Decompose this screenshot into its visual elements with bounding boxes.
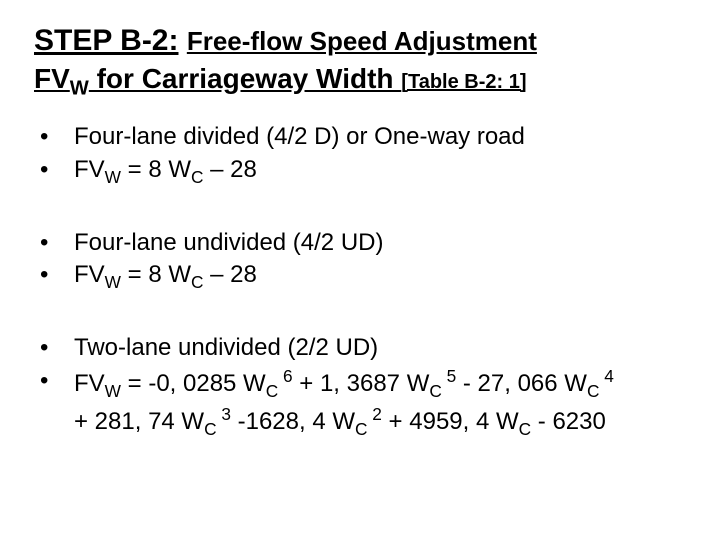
eq-part: + 4959, 4 W xyxy=(382,408,519,435)
title-tableref: [Table B-2: 1] xyxy=(401,71,526,93)
eq-sub: C xyxy=(204,419,216,439)
eq-part: = 8 W xyxy=(121,261,191,288)
eq-sub: W xyxy=(105,166,121,186)
bullet-text: Four-lane divided (4/2 D) or One-way roa… xyxy=(74,121,686,153)
bullet-icon: • xyxy=(34,154,74,186)
eq-part: FV xyxy=(74,261,105,288)
bullet-icon: • xyxy=(34,227,74,259)
eq-part: = 8 W xyxy=(121,156,191,183)
eq-sub: W xyxy=(105,272,121,292)
eq-sub: C xyxy=(429,381,441,401)
title-fvw: FVW for Carriageway Width xyxy=(34,63,401,94)
eq-part: FV xyxy=(74,370,105,397)
bullet-icon: • xyxy=(34,365,74,397)
list-item: • Four-lane undivided (4/2 UD) xyxy=(34,227,686,259)
list-item: • Four-lane divided (4/2 D) or One-way r… xyxy=(34,121,686,153)
slide-title: STEP B-2: Free-flow Speed Adjustment FVW… xyxy=(34,22,686,101)
eq-sup: 3 xyxy=(217,404,231,424)
eq-sub: C xyxy=(191,166,203,186)
fvw-pre: FV xyxy=(34,63,70,94)
eq-part: -1628, 4 W xyxy=(231,408,355,435)
step-label: STEP B-2: xyxy=(34,24,178,57)
fvw-post: for Carriageway Width xyxy=(89,63,401,94)
list-item: • FVW = -0, 0285 WC 6 + 1, 3687 WC 5 - 2… xyxy=(34,365,686,441)
bullet-text: Four-lane undivided (4/2 UD) xyxy=(74,227,686,259)
eq-sub: C xyxy=(587,381,599,401)
eq-part: FV xyxy=(74,156,105,183)
slide: STEP B-2: Free-flow Speed Adjustment FVW… xyxy=(0,0,720,540)
bullet-group-1: • Four-lane divided (4/2 D) or One-way r… xyxy=(34,121,686,189)
bullet-text: FVW = 8 WC – 28 xyxy=(74,259,686,294)
bullet-text: FVW = 8 WC – 28 xyxy=(74,154,686,189)
eq-part: + 281, 74 W xyxy=(74,408,204,435)
eq-part: - 6230 xyxy=(531,408,606,435)
bullet-icon: • xyxy=(34,259,74,291)
title-subtitle: Free-flow Speed Adjustment xyxy=(187,26,537,56)
eq-sup: 6 xyxy=(278,366,292,386)
eq-part: + 1, 3687 W xyxy=(293,370,430,397)
bullet-group-3: • Two-lane undivided (2/2 UD) • FVW = -0… xyxy=(34,332,686,441)
list-item: • FVW = 8 WC – 28 xyxy=(34,259,686,294)
bullet-text: Two-lane undivided (2/2 UD) xyxy=(74,332,686,364)
eq-sub: C xyxy=(355,419,367,439)
eq-sub: C xyxy=(519,419,531,439)
eq-part: – 28 xyxy=(203,261,256,288)
eq-part: - 27, 066 W xyxy=(456,370,587,397)
eq-sub: C xyxy=(191,272,203,292)
eq-sup: 4 xyxy=(599,366,613,386)
bullet-icon: • xyxy=(34,332,74,364)
bullet-icon: • xyxy=(34,121,74,153)
bullet-group-2: • Four-lane undivided (4/2 UD) • FVW = 8… xyxy=(34,227,686,295)
list-item: • FVW = 8 WC – 28 xyxy=(34,154,686,189)
list-item: • Two-lane undivided (2/2 UD) xyxy=(34,332,686,364)
eq-sup: 2 xyxy=(367,404,381,424)
eq-part: – 28 xyxy=(203,156,256,183)
fvw-sub: W xyxy=(70,77,89,99)
eq-sub: W xyxy=(105,381,121,401)
eq-sub: C xyxy=(266,381,278,401)
eq-sup: 5 xyxy=(442,366,456,386)
bullet-text: FVW = -0, 0285 WC 6 + 1, 3687 WC 5 - 27,… xyxy=(74,365,686,441)
eq-part: = -0, 0285 W xyxy=(121,370,266,397)
